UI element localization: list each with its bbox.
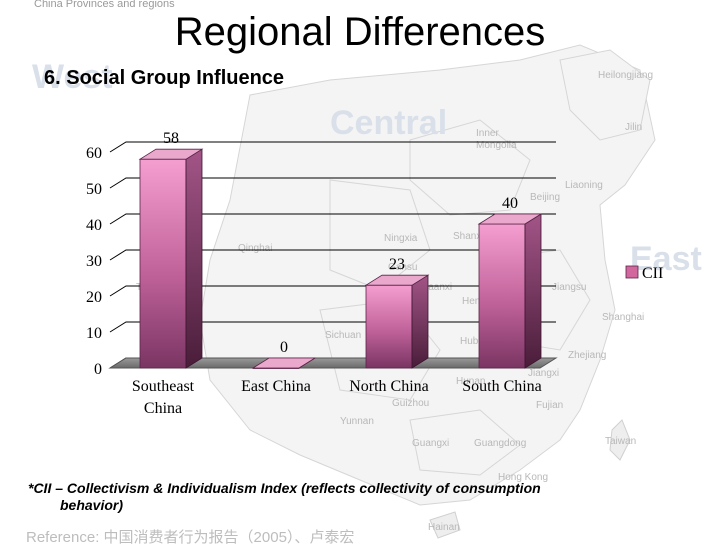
data-label-1: 0: [280, 339, 288, 356]
map-place-ningxia: Ningxia: [384, 233, 418, 244]
y-tick-label-0: 0: [94, 361, 102, 378]
map-place-heilongjiang: Heilongjiang: [598, 70, 654, 81]
y-tick-label-30: 30: [86, 253, 102, 270]
data-label-0: 58: [163, 130, 179, 147]
y-tick-label-50: 50: [86, 181, 102, 198]
y-tick-label-20: 20: [86, 289, 102, 306]
map-place-hunan: Hunan: [456, 376, 486, 387]
y-tick-label-60: 60: [86, 145, 102, 162]
map-place-henan: Henan: [462, 296, 492, 307]
bar-south-china: [477, 213, 543, 369]
legend-label-cii: CII: [642, 265, 663, 282]
data-label-2: 23: [389, 256, 405, 273]
map-place-yunnan: Yunnan: [340, 416, 374, 427]
gridline-30: [109, 249, 556, 261]
map-place-inner-mongolia: Inner Mongolia: [476, 128, 517, 151]
map-place-taiwan: Taiwan: [605, 436, 637, 447]
map-place-hubei: Hubei: [460, 336, 487, 347]
map-region-central: Central: [330, 104, 448, 142]
gridline-50: [109, 177, 556, 189]
map-place-guangxi: Guangxi: [412, 438, 450, 449]
legend-swatch-cii: [625, 265, 639, 279]
map-place-shaanxi: Shaanxi: [416, 282, 453, 293]
map-place-shanghai: Shanghai: [602, 312, 645, 323]
map-header-label: China Provinces and regions: [34, 0, 175, 10]
bar-southeast-china: [138, 148, 204, 369]
map-place-jilin: Jilin: [625, 122, 643, 133]
map-place-fujian: Fujian: [536, 400, 564, 411]
map-place-zhejiang: Zhejiang: [568, 350, 607, 361]
slide-subtitle: 6. Social Group Influence: [44, 67, 285, 89]
x-tick-label-1-0: East China: [241, 378, 311, 395]
y-tick-label-40: 40: [86, 217, 102, 234]
map-place-jiangsu: Jiangsu: [552, 282, 587, 293]
reference-text: Reference: 中国消费者行为报告（2005）、卢泰宏: [26, 529, 355, 546]
map-place-gansu: Gansu: [388, 262, 418, 273]
bar-north-china: [364, 274, 430, 369]
footnote-line-1: *CII – Collectivism & Individualism Inde…: [28, 480, 541, 496]
map-place-jiangxi: Jiangxi: [528, 368, 560, 379]
map-place-hainan: Hainan: [428, 522, 460, 533]
map-place-guizhou: Guizhou: [392, 398, 430, 409]
map-place-beijing: Beijing: [530, 192, 561, 203]
x-tick-label-0-1: China: [144, 400, 182, 417]
chart-legend: CII: [625, 265, 663, 282]
map-place-hong-kong: Hong Kong: [498, 472, 549, 483]
map-place-guangdong: Guangdong: [474, 438, 527, 449]
map-region-east: East: [630, 240, 702, 278]
map-place-liaoning: Liaoning: [565, 180, 603, 191]
x-tick-label-3-0: South China: [462, 378, 542, 395]
footnote-line-2: behavior): [60, 497, 124, 513]
map-place-shanxi: Shanxi: [453, 231, 484, 242]
slide-title: Regional Differences: [174, 10, 546, 54]
gridline-40: [109, 213, 556, 225]
map-place-sichuan: Sichuan: [325, 330, 362, 341]
bar-east-china: [251, 357, 317, 369]
map-place-qinghai: Qinghai: [238, 243, 273, 254]
y-tick-label-10: 10: [86, 325, 102, 342]
cii-footnote: *CII – Collectivism & Individualism Inde…: [28, 480, 648, 514]
data-label-3: 40: [502, 195, 518, 212]
x-tick-label-2-0: North China: [349, 378, 429, 395]
gridline-60: [109, 141, 556, 153]
x-tick-label-0-0: Southeast: [132, 378, 195, 395]
map-region-west: West: [32, 58, 113, 96]
